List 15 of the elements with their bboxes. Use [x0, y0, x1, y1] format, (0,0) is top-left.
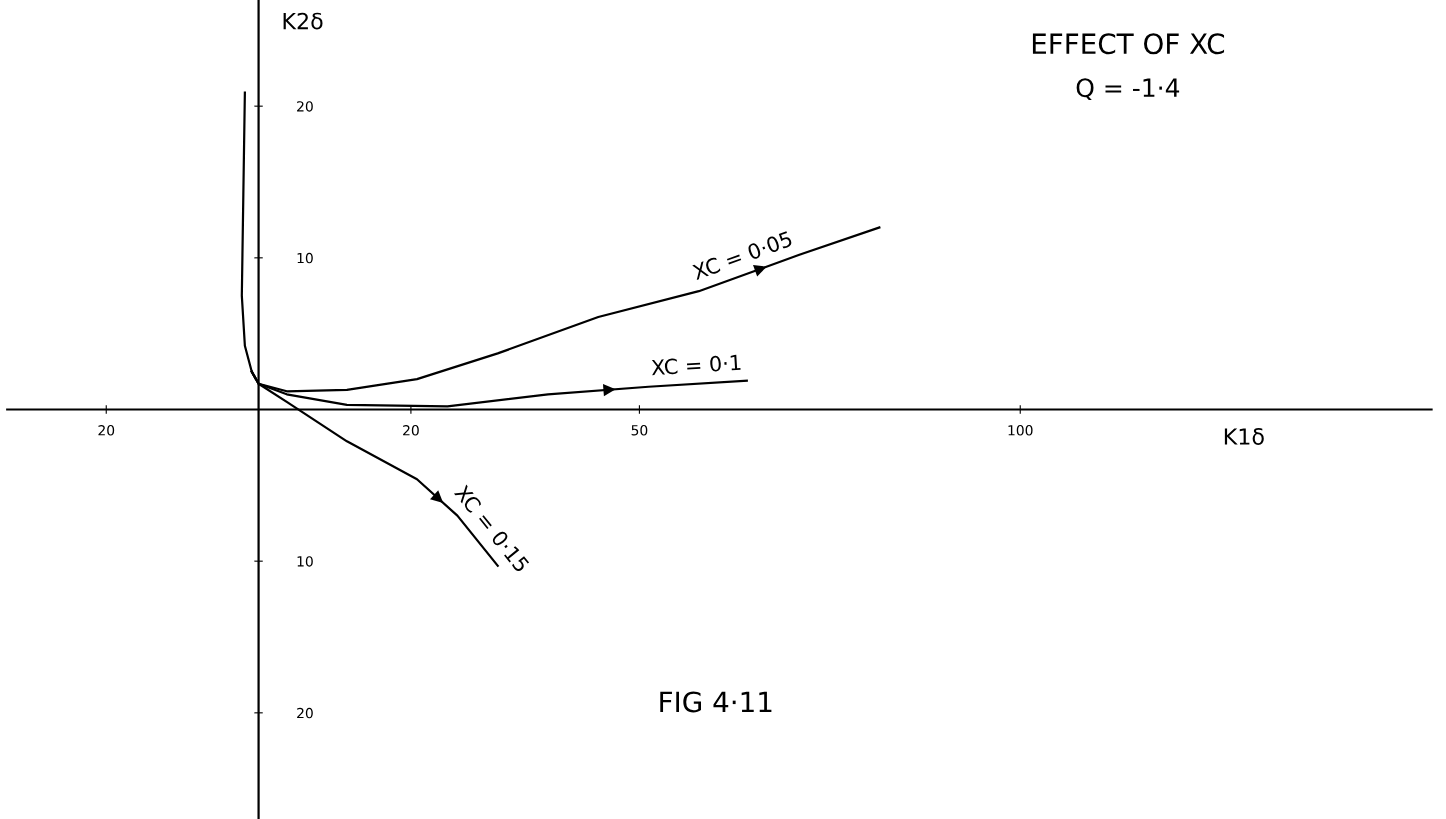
x-tick-label: 20 — [98, 425, 115, 436]
text: EFFECT OF XC — [1032, 33, 1225, 55]
series-label: XC = 0·1 — [651, 354, 741, 376]
text: Q = -1·4 — [1076, 78, 1180, 101]
annotation: FIG 4·11 — [660, 691, 772, 713]
y-tick-label: 20 — [297, 101, 313, 112]
x-tick-label: 50 — [631, 425, 648, 436]
x-tick-label: 20 — [403, 425, 419, 436]
x-tick-label: 100 — [1008, 425, 1033, 436]
y-axis-title: K2δ — [283, 12, 323, 30]
y-tick-label: 10 — [297, 252, 313, 264]
text: XC = 0·05 — [691, 230, 793, 281]
y-tick-label: 20 — [297, 707, 313, 719]
x-axis-title: K1δ — [1224, 428, 1264, 445]
y-tick-label: 10 — [297, 556, 313, 567]
